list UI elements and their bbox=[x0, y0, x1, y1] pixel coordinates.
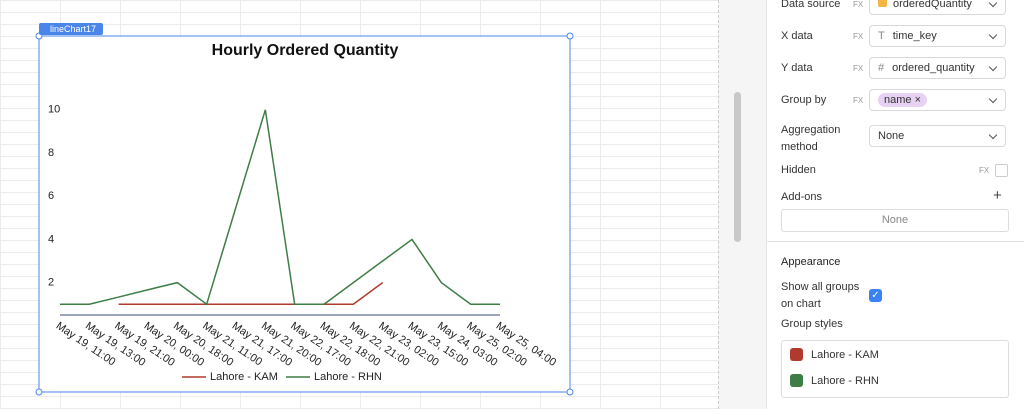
color-swatch[interactable] bbox=[790, 348, 803, 361]
color-swatch[interactable] bbox=[790, 374, 803, 387]
checkbox[interactable]: ✓ bbox=[869, 289, 882, 302]
group-name: Lahore - KAM bbox=[811, 348, 879, 361]
field-label: Aggregation method bbox=[781, 124, 841, 153]
group-style[interactable]: Lahore - RHN bbox=[790, 374, 879, 387]
y-tick-label: 2 bbox=[48, 277, 54, 289]
divider bbox=[767, 241, 1024, 242]
scrollbar[interactable] bbox=[734, 92, 741, 242]
canvas: lineChart17 Hourly Ordered Quantity 2 4 6 8… bbox=[0, 0, 718, 409]
gutter bbox=[718, 0, 767, 409]
properties-panel: Data source FX orderedQuantity X data FX… bbox=[766, 0, 1024, 409]
handle[interactable] bbox=[35, 388, 43, 396]
line-series bbox=[118, 281, 384, 305]
select[interactable]: orderedQuantity bbox=[869, 0, 1006, 15]
field-label: Group styles bbox=[781, 318, 843, 330]
select[interactable]: # ordered_quantity bbox=[869, 57, 1006, 79]
legend-label: Lahore - RHN bbox=[314, 371, 382, 383]
field-label: X data bbox=[781, 30, 813, 42]
field-label: Data source bbox=[781, 0, 841, 10]
addons-box[interactable]: None bbox=[781, 209, 1009, 232]
handle[interactable] bbox=[566, 32, 574, 40]
field-label: Y data bbox=[781, 62, 813, 74]
group-styles-box: Lahore - KAM Lahore - RHN bbox=[781, 340, 1009, 398]
select-value: time_key bbox=[892, 30, 937, 42]
selection-box[interactable] bbox=[38, 35, 571, 393]
fx[interactable]: FX bbox=[979, 166, 990, 175]
select-value: ordered_quantity bbox=[892, 62, 975, 74]
field-label: Show all groups on chart bbox=[781, 281, 860, 310]
fx[interactable]: FX bbox=[853, 64, 864, 73]
select-value: orderedQuantity bbox=[893, 0, 972, 10]
fx[interactable]: FX bbox=[853, 96, 864, 105]
widget-tag[interactable] bbox=[39, 23, 103, 35]
handle[interactable] bbox=[566, 388, 574, 396]
widget-label: lineChart17 bbox=[50, 24, 96, 34]
line-series bbox=[60, 109, 500, 306]
add-button[interactable]: + bbox=[993, 187, 1002, 204]
field-label: Add-ons bbox=[781, 191, 822, 203]
select[interactable]: None bbox=[869, 125, 1006, 147]
chart: lineChart17 Hourly Ordered Quantity 2 4 6 8… bbox=[35, 23, 574, 396]
fx[interactable]: FX bbox=[853, 0, 864, 9]
section-title: Appearance bbox=[781, 256, 841, 268]
y-tick-label: 8 bbox=[48, 147, 54, 159]
group-name: Lahore - RHN bbox=[811, 374, 879, 387]
field-label: Hidden bbox=[781, 164, 816, 176]
y-tick-label: 10 bbox=[48, 104, 60, 116]
y-tick-label: 4 bbox=[48, 233, 54, 245]
chip: name bbox=[884, 94, 912, 106]
y-tick-label: 6 bbox=[48, 190, 54, 202]
chart-title: Hourly Ordered Quantity bbox=[212, 42, 399, 59]
group-style[interactable]: Lahore - KAM bbox=[790, 348, 879, 361]
checkbox[interactable] bbox=[995, 164, 1008, 177]
legend-label: Lahore - KAM bbox=[210, 371, 278, 383]
select-value: None bbox=[878, 130, 905, 142]
fx[interactable]: FX bbox=[853, 32, 864, 41]
select[interactable]: name × bbox=[869, 89, 1006, 111]
field-label: Group by bbox=[781, 94, 827, 106]
